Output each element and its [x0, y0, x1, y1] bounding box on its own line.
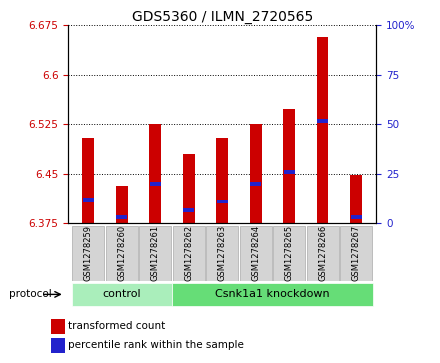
Bar — [216, 200, 228, 203]
Bar — [83, 198, 94, 202]
Bar — [183, 154, 194, 223]
Bar — [183, 208, 194, 212]
Bar — [317, 37, 329, 223]
Text: GSM1278261: GSM1278261 — [151, 225, 160, 281]
Text: percentile rank within the sample: percentile rank within the sample — [68, 340, 244, 350]
Text: GSM1278264: GSM1278264 — [251, 225, 260, 281]
Text: GSM1278267: GSM1278267 — [352, 225, 361, 281]
Text: transformed count: transformed count — [68, 321, 165, 331]
Bar — [250, 124, 261, 223]
Bar — [116, 215, 127, 219]
FancyBboxPatch shape — [273, 226, 305, 281]
Bar — [284, 171, 295, 175]
Bar — [51, 338, 65, 353]
Bar — [350, 175, 362, 223]
Text: GSM1278259: GSM1278259 — [84, 225, 93, 281]
Bar — [150, 182, 161, 185]
Text: GSM1278263: GSM1278263 — [218, 225, 227, 281]
Bar — [250, 182, 261, 185]
FancyBboxPatch shape — [72, 283, 172, 306]
Bar — [116, 185, 128, 223]
FancyBboxPatch shape — [72, 226, 104, 281]
Text: GSM1278266: GSM1278266 — [318, 225, 327, 281]
Title: GDS5360 / ILMN_2720565: GDS5360 / ILMN_2720565 — [132, 11, 313, 24]
FancyBboxPatch shape — [307, 226, 339, 281]
FancyBboxPatch shape — [206, 226, 238, 281]
Text: Csnk1a1 knockdown: Csnk1a1 knockdown — [215, 289, 330, 299]
FancyBboxPatch shape — [340, 226, 372, 281]
Bar — [317, 119, 328, 123]
FancyBboxPatch shape — [172, 226, 205, 281]
Bar — [82, 138, 94, 223]
Text: GSM1278260: GSM1278260 — [117, 225, 126, 281]
Text: GSM1278262: GSM1278262 — [184, 225, 193, 281]
Bar — [216, 138, 228, 223]
Bar — [351, 215, 362, 219]
FancyBboxPatch shape — [172, 283, 373, 306]
FancyBboxPatch shape — [240, 226, 272, 281]
Text: control: control — [103, 289, 141, 299]
Bar — [51, 319, 65, 334]
FancyBboxPatch shape — [106, 226, 138, 281]
FancyBboxPatch shape — [139, 226, 171, 281]
Bar — [150, 124, 161, 223]
Text: GSM1278265: GSM1278265 — [285, 225, 293, 281]
Bar — [283, 109, 295, 223]
Text: protocol: protocol — [9, 289, 51, 299]
